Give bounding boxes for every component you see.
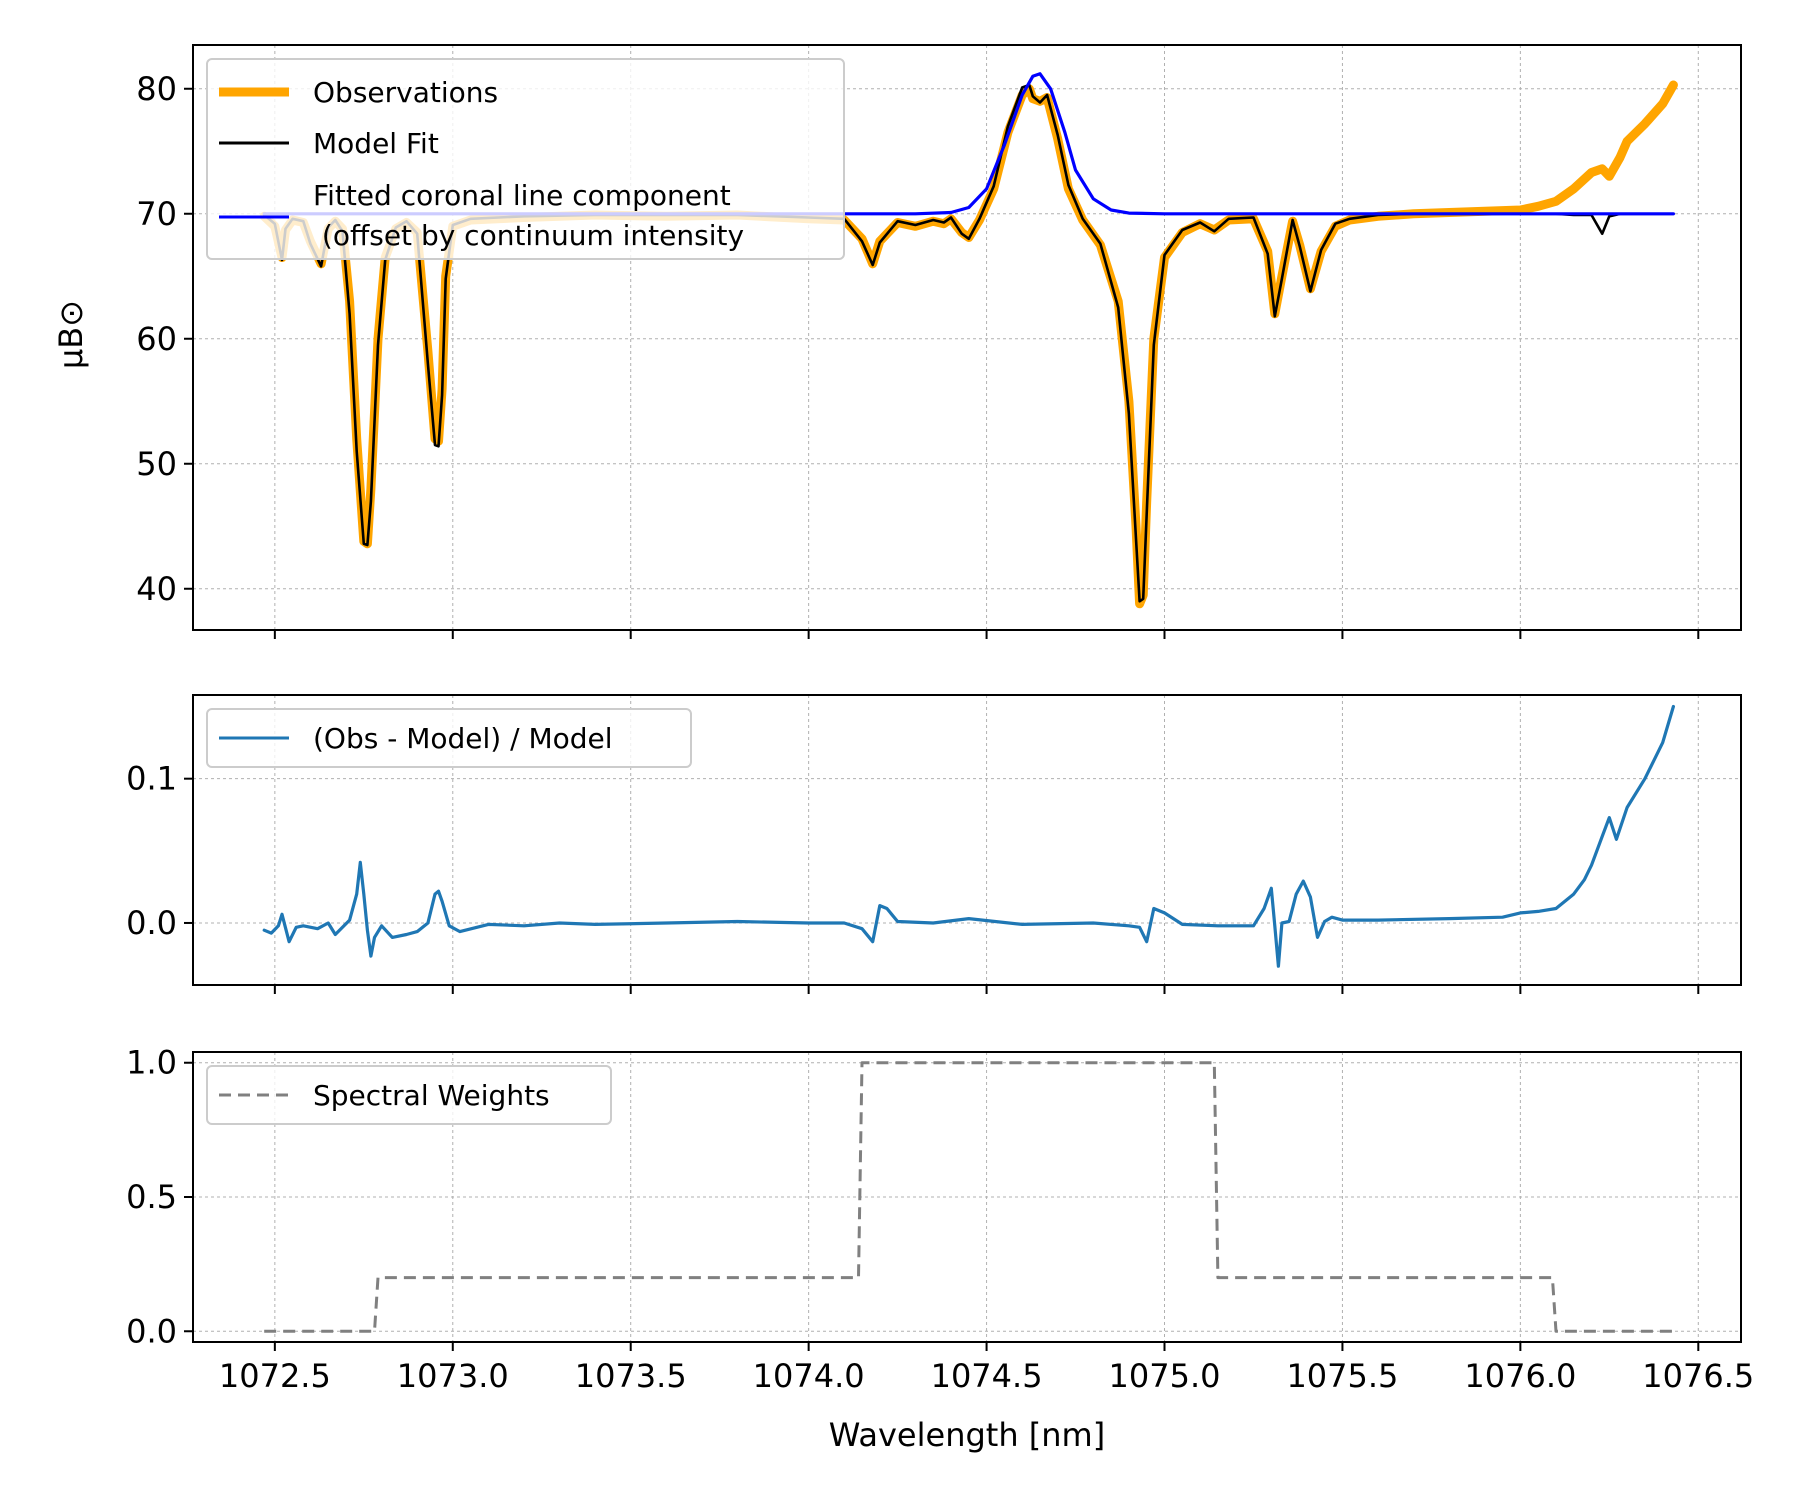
bottom-xtick-label-1: 1073.0 xyxy=(397,1357,509,1395)
top-legend-label-0: Observations xyxy=(313,76,498,109)
top-legend-label-1: Model Fit xyxy=(313,127,439,160)
bottom-legend-box xyxy=(206,1065,612,1125)
bottom-xlabel: Wavelength [nm] xyxy=(829,1416,1105,1454)
middle-axes-frame xyxy=(192,694,1742,986)
bottom-ytick-label-1: 0.5 xyxy=(126,1178,177,1216)
bottom-xtick-label-3: 1074.0 xyxy=(753,1357,865,1395)
top-ytick-label-4: 80 xyxy=(136,70,177,108)
bottom-xtick-label-5: 1075.0 xyxy=(1109,1357,1221,1395)
bottom-xtick-label-8: 1076.5 xyxy=(1642,1357,1754,1395)
top-legend-label-2: Fitted coronal line component (offset by… xyxy=(313,179,744,252)
bottom-panel: 0.0 0.5 1.0 1072.5 1073.0 1073.5 1074.0 1074.5 1… xyxy=(126,1044,1754,1454)
bottom-xtick-label-0: 1072.5 xyxy=(219,1357,331,1395)
bottom-xtick-label-7: 1076.0 xyxy=(1464,1357,1576,1395)
top-ytick-label-3: 70 xyxy=(136,195,177,233)
middle-panel: 0.0 0.1 (Obs - Model) / Model xyxy=(126,694,1742,994)
bottom-ytick-label-0: 0.0 xyxy=(126,1312,177,1350)
middle-ytick-label-1: 0.1 xyxy=(126,760,177,798)
middle-ytick-label-0: 0.0 xyxy=(126,904,177,942)
top-ylabel: μB⊙ xyxy=(52,300,90,369)
top-series-1-line xyxy=(262,83,1675,603)
bottom-series-0-line xyxy=(264,1061,1674,1333)
top-series-2-line xyxy=(262,72,1676,216)
middle-series-0-line xyxy=(262,704,1676,968)
top-axes-frame xyxy=(192,44,1742,631)
middle-legend-box xyxy=(206,708,692,768)
top-ytick-label-2: 60 xyxy=(136,320,177,358)
top-panel: 40 50 60 70 80 μB⊙ Observations Model Fit Fitted… xyxy=(52,44,1742,639)
top-legend-label-2-line-1: (offset by continuum intensity xyxy=(313,219,744,252)
bottom-xtick-label-2: 1073.5 xyxy=(575,1357,687,1395)
bottom-legend-label-0: Spectral Weights xyxy=(313,1079,550,1112)
bottom-xtick-label-6: 1075.5 xyxy=(1286,1357,1398,1395)
top-ytick-label-0: 40 xyxy=(136,570,177,608)
top-legend-box xyxy=(206,58,845,260)
middle-legend-label-0: (Obs - Model) / Model xyxy=(313,722,613,755)
top-legend-label-2-line-0: Fitted coronal line component xyxy=(313,179,731,212)
bottom-ytick-label-2: 1.0 xyxy=(126,1044,177,1082)
bottom-xtick-label-4: 1074.5 xyxy=(931,1357,1043,1395)
top-ytick-label-1: 50 xyxy=(136,445,177,483)
